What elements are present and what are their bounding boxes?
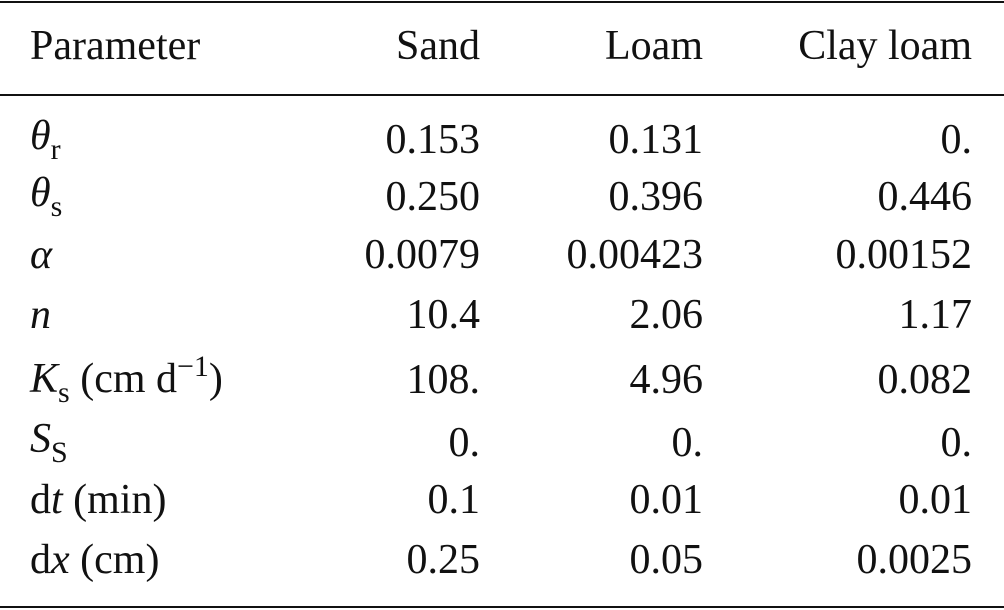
value-cell: 0. <box>940 117 973 163</box>
parameter-part: t <box>51 477 63 523</box>
value-cell: 0. <box>448 420 481 466</box>
value-cell: 0. <box>671 420 704 466</box>
parameter-cell: θs <box>30 172 62 222</box>
parameter-cell: SS <box>30 418 68 468</box>
parameter-part: α <box>30 232 53 278</box>
value-cell: 0.0079 <box>364 232 481 278</box>
value-cell: 0.00152 <box>835 232 973 278</box>
value-cell: 0.00423 <box>566 232 704 278</box>
value-cell: 0.01 <box>629 477 704 523</box>
parameter-part: r <box>50 133 61 166</box>
parameter-part: x <box>51 537 70 583</box>
parameter-cell: θr <box>30 115 61 165</box>
value-cell: 4.96 <box>629 357 704 403</box>
value-cell: 108. <box>406 357 481 403</box>
value-cell: 0.250 <box>385 174 481 220</box>
value-cell: 1.17 <box>898 292 973 338</box>
parameter-part: n <box>30 292 51 338</box>
parameter-cell: α <box>30 234 52 276</box>
parameter-part: (min) <box>62 477 167 523</box>
value-cell: 10.4 <box>406 292 481 338</box>
parameter-part: d <box>30 477 51 523</box>
parameter-part: θ <box>30 113 51 159</box>
top-rule <box>0 1 1004 3</box>
parameter-cell: dt (min) <box>30 479 166 521</box>
header-cell: Clay loam <box>798 23 972 69</box>
value-cell: 2.06 <box>629 292 704 338</box>
parameter-cell: n <box>30 294 51 336</box>
value-cell: 0. <box>940 420 973 466</box>
value-cell: 0.1 <box>427 477 481 523</box>
header-cell: Sand <box>396 23 480 69</box>
value-cell: 0.153 <box>385 117 481 163</box>
bottom-rule <box>0 606 1004 608</box>
header-cell: Parameter <box>30 23 201 69</box>
parameter-part: ) <box>208 356 223 402</box>
header-rule <box>0 94 1004 96</box>
value-cell: 0.446 <box>877 174 973 220</box>
parameter-part: s <box>58 376 70 409</box>
parameter-part: (cm) <box>69 537 160 583</box>
parameter-part: (cm d <box>69 356 177 402</box>
value-cell: 0.082 <box>877 357 973 403</box>
parameter-cell: Ks (cm d−1) <box>30 352 223 408</box>
parameter-part: K <box>30 356 59 402</box>
parameter-part: −1 <box>177 350 209 383</box>
value-cell: 0.131 <box>608 117 704 163</box>
parameter-cell: dx (cm) <box>30 539 159 581</box>
value-cell: 0.396 <box>608 174 704 220</box>
value-cell: 0.0025 <box>856 537 973 583</box>
parameter-part: S <box>30 416 51 462</box>
parameter-part: s <box>50 190 63 223</box>
parameter-part: d <box>30 537 51 583</box>
header-cell: Loam <box>605 23 703 69</box>
parameter-part: θ <box>30 170 51 216</box>
value-cell: 0.05 <box>629 537 704 583</box>
parameter-part: S <box>51 436 68 469</box>
value-cell: 0.01 <box>898 477 973 523</box>
value-cell: 0.25 <box>406 537 481 583</box>
